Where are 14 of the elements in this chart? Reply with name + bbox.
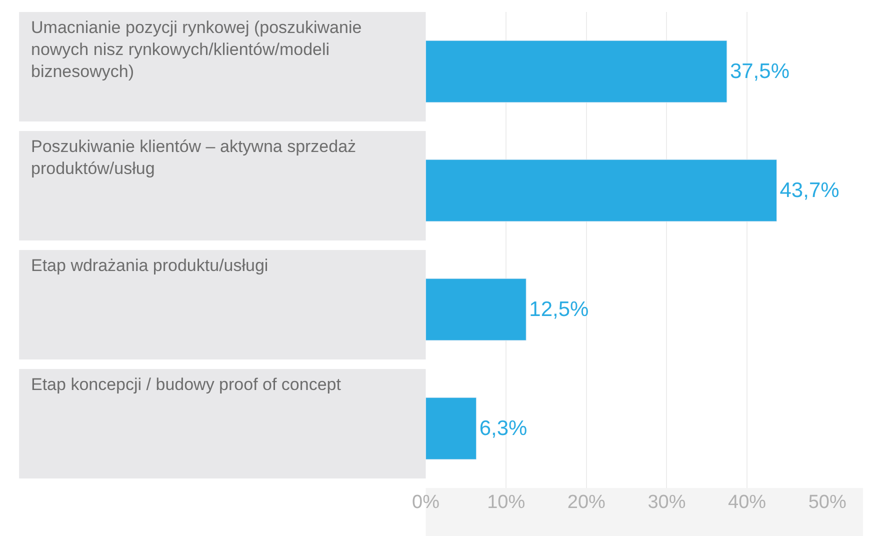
y-tick-label: Umacnianie pozycji rynkowej (poszukiwanie nowych nisz rynkowych/klientów/modeli biznesowych) (31, 18, 362, 82)
x-tick-label: 0% (412, 492, 440, 513)
data-label: 12,5% (529, 298, 589, 321)
data-label: 43,7% (780, 179, 840, 202)
x-tick-label: 50% (808, 492, 846, 513)
data-label: 37,5% (730, 60, 790, 83)
x-tick-label: 20% (567, 492, 606, 513)
y-tick-label: Poszukiwanie klientów – aktywna sprzedaż produktów/usług (31, 137, 356, 178)
x-tick-label: 30% (648, 492, 686, 513)
data-label: 6,3% (479, 417, 528, 440)
y-tick-label: Etap wdrażania produktu/usługi (31, 256, 268, 275)
x-tick-label: 10% (487, 492, 526, 513)
x-tick-label: 40% (728, 492, 766, 513)
y-tick-label: Etap koncepcji / budowy proof of concept (31, 375, 342, 394)
